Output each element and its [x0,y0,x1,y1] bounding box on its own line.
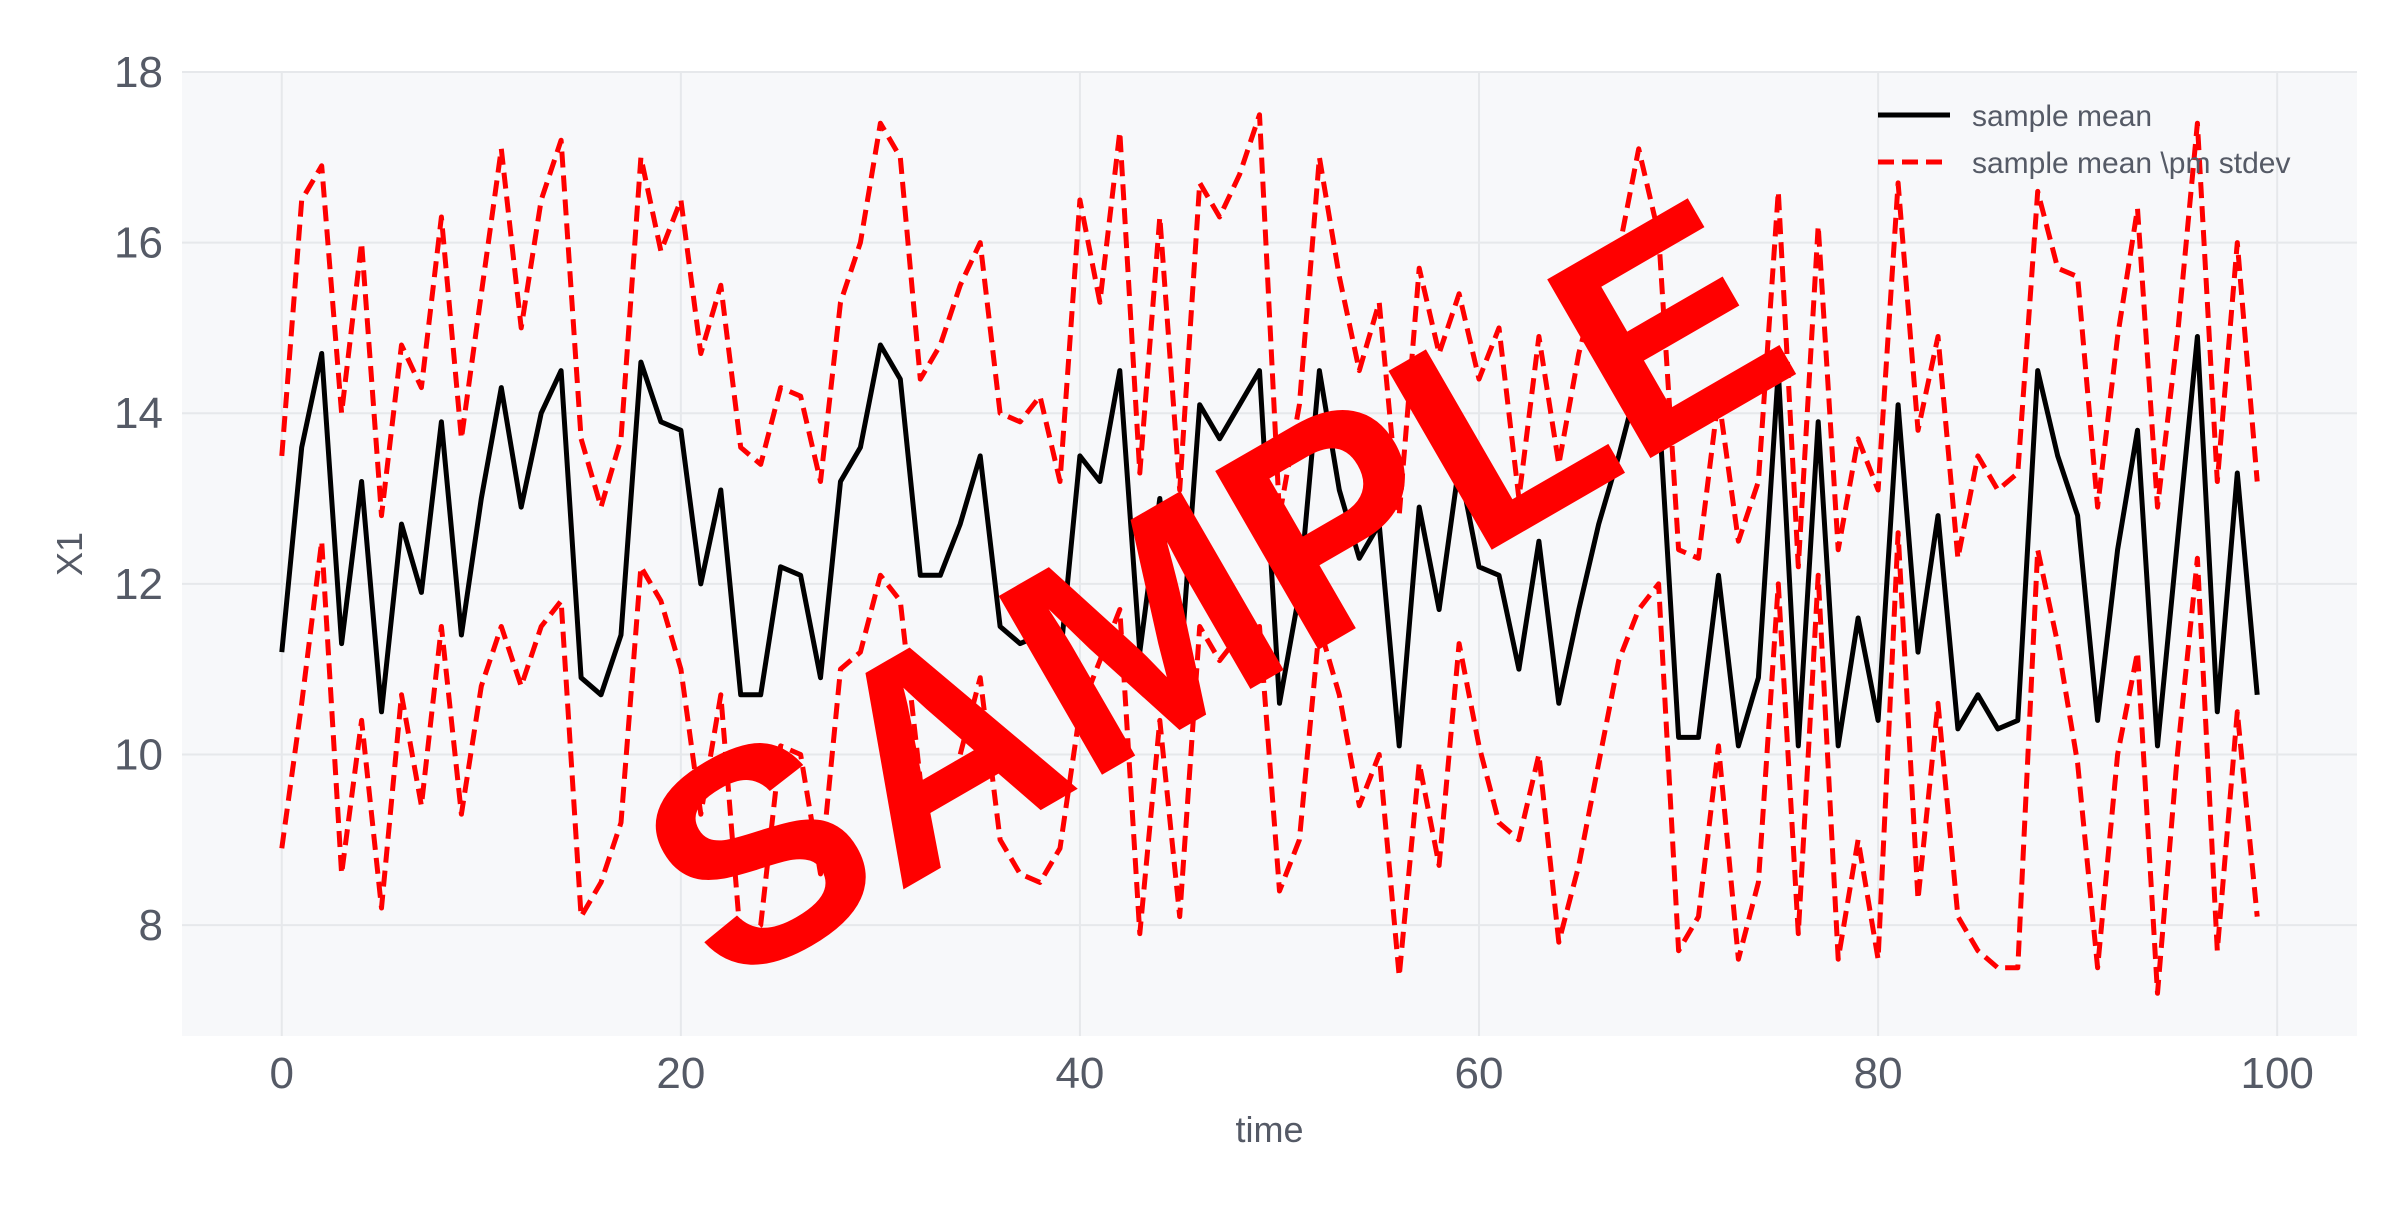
x-axis-label: time [1235,1109,1303,1150]
x-tick-label: 20 [656,1049,705,1098]
x-tick-label: 100 [2240,1049,2313,1098]
legend-label: sample mean [1972,100,2152,133]
legend-label: sample mean \pm stdev [1972,147,2290,180]
series-lines [279,112,2260,996]
x-tick-label: 80 [1854,1049,1903,1098]
x-tick-label: 60 [1455,1049,1504,1098]
y-tick-label: 18 [114,48,163,97]
y-tick-label: 8 [139,901,163,950]
x-tick-label: 40 [1055,1049,1104,1098]
tick-labels: 0 20 40 60 80 100 8 10 12 14 16 18 [114,48,2314,1098]
y-tick-label: 16 [114,219,163,268]
legend: sample mean sample mean \pm stdev [1878,100,2290,180]
y-tick-label: 10 [114,730,163,779]
y-tick-label: 14 [114,389,163,438]
y-axis-label: X1 [49,532,90,576]
x-tick-label: 0 [270,1049,294,1098]
series-line-0 [279,334,2260,749]
series-line-1 [279,112,2260,570]
y-tick-label: 12 [114,560,163,609]
grid-lines [182,71,2357,1036]
